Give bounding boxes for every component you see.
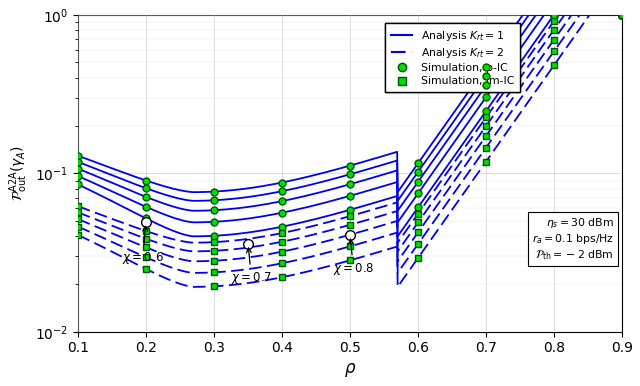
Text: $\chi = 0.6$: $\chi = 0.6$ (122, 226, 164, 266)
Text: $\chi = 0.7$: $\chi = 0.7$ (231, 248, 272, 286)
Y-axis label: $\mathcal{P}_{\mathrm{out}}^{\mathrm{A2A}}(\gamma_A)$: $\mathcal{P}_{\mathrm{out}}^{\mathrm{A2A… (7, 145, 29, 201)
Legend: Analysis $K_{rt} = 1$, Analysis $K_{rt} = 2$, Simulation, p-IC, Simulation, im-I: Analysis $K_{rt} = 1$, Analysis $K_{rt} … (385, 23, 520, 92)
Text: $\eta_s = 30$ dBm
$r_a = 0.1$ bps/Hz
$\mathcal{P}_{\mathrm{th}} = -2$ dBm: $\eta_s = 30$ dBm $r_a = 0.1$ bps/Hz $\m… (532, 216, 614, 262)
X-axis label: $\rho$: $\rho$ (344, 361, 356, 379)
Text: $\chi = 0.8$: $\chi = 0.8$ (333, 239, 374, 276)
